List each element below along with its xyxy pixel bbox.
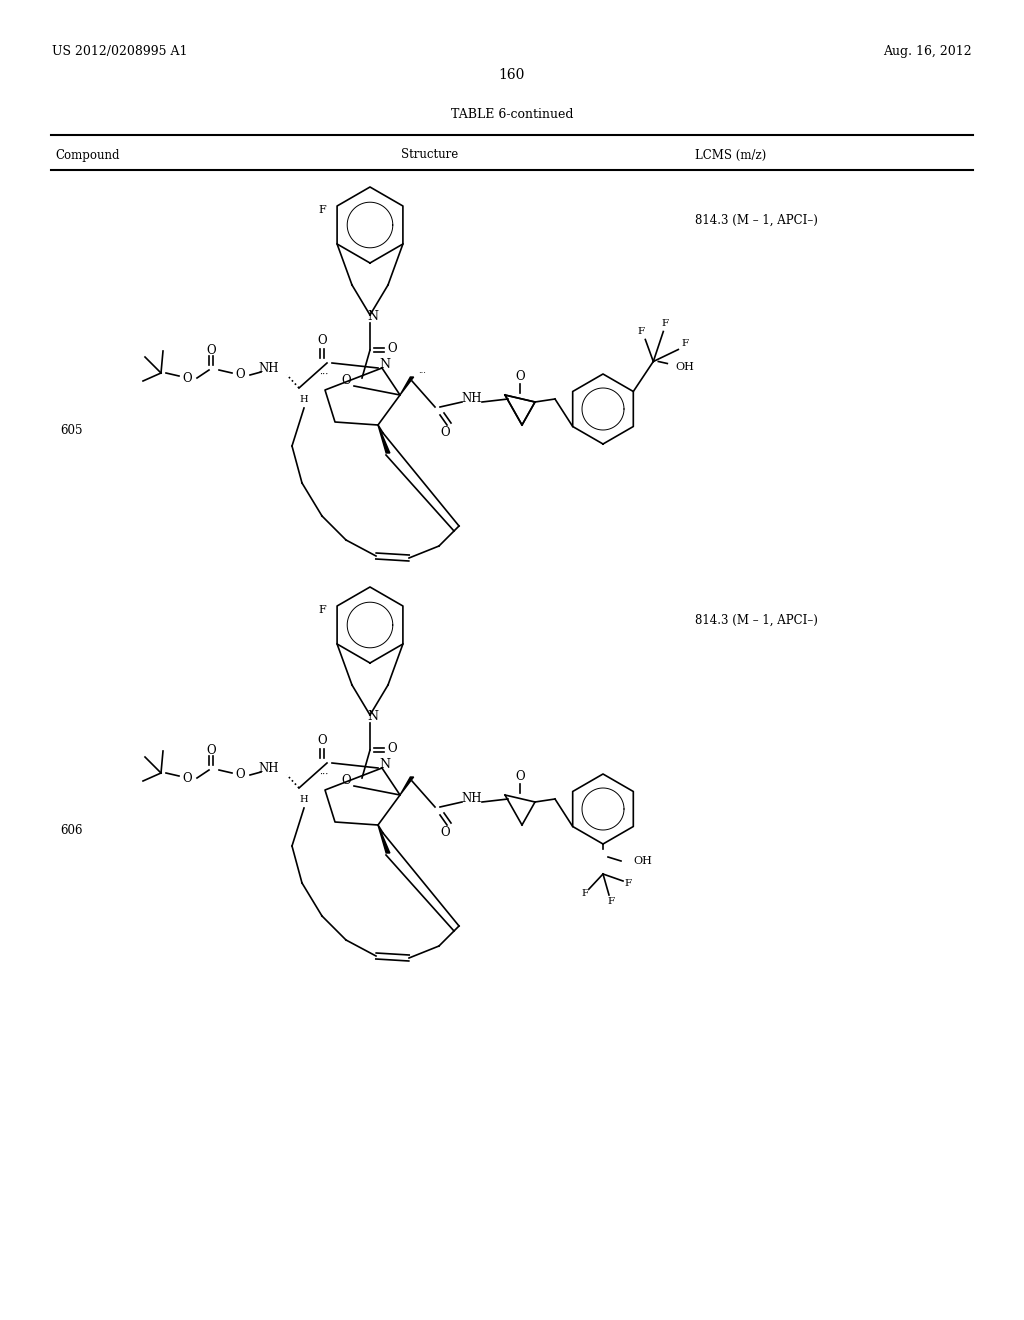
Text: H: H [300, 796, 308, 804]
Text: F: F [582, 890, 589, 899]
Text: TABLE 6-continued: TABLE 6-continued [451, 108, 573, 121]
Text: O: O [387, 742, 397, 755]
Text: ···: ··· [319, 770, 329, 779]
Text: 605: 605 [60, 424, 83, 437]
Text: LCMS (m/z): LCMS (m/z) [695, 149, 766, 161]
Text: O: O [440, 425, 450, 438]
Polygon shape [400, 777, 414, 795]
Text: O: O [236, 368, 245, 381]
Text: F: F [638, 327, 645, 337]
Text: O: O [206, 743, 216, 756]
Text: O: O [317, 734, 327, 747]
Text: O: O [182, 771, 191, 784]
Text: NH: NH [462, 392, 482, 404]
Text: NH: NH [259, 762, 280, 775]
Text: O: O [206, 343, 216, 356]
Text: O: O [317, 334, 327, 347]
Text: F: F [607, 896, 614, 906]
Text: OH: OH [633, 855, 652, 866]
Text: O: O [341, 774, 351, 787]
Polygon shape [378, 825, 390, 853]
Text: 606: 606 [60, 824, 83, 837]
Text: Aug. 16, 2012: Aug. 16, 2012 [884, 45, 972, 58]
Polygon shape [378, 425, 390, 453]
Polygon shape [400, 378, 414, 395]
Text: O: O [515, 770, 525, 783]
Text: Structure: Structure [401, 149, 459, 161]
Text: O: O [341, 374, 351, 387]
Text: ···: ··· [319, 370, 329, 379]
Text: Compound: Compound [55, 149, 120, 161]
Text: 814.3 (M – 1, APCI–): 814.3 (M – 1, APCI–) [695, 614, 818, 627]
Text: NH: NH [462, 792, 482, 804]
Text: O: O [236, 768, 245, 781]
Text: F: F [625, 879, 632, 888]
Text: O: O [387, 342, 397, 355]
Text: 814.3 (M – 1, APCI–): 814.3 (M – 1, APCI–) [695, 214, 818, 227]
Text: US 2012/0208995 A1: US 2012/0208995 A1 [52, 45, 187, 58]
Text: O: O [515, 370, 525, 383]
Text: F: F [318, 605, 326, 615]
Text: N: N [380, 358, 390, 371]
Text: F: F [682, 339, 689, 348]
Text: N: N [380, 758, 390, 771]
Text: NH: NH [259, 362, 280, 375]
Text: H: H [300, 396, 308, 404]
Text: N: N [368, 310, 379, 323]
Text: O: O [440, 825, 450, 838]
Text: OH: OH [675, 362, 694, 371]
Text: ···: ··· [418, 370, 426, 378]
Text: N: N [368, 710, 379, 723]
Text: O: O [182, 371, 191, 384]
Text: F: F [318, 205, 326, 215]
Text: F: F [662, 319, 669, 327]
Text: 160: 160 [499, 69, 525, 82]
